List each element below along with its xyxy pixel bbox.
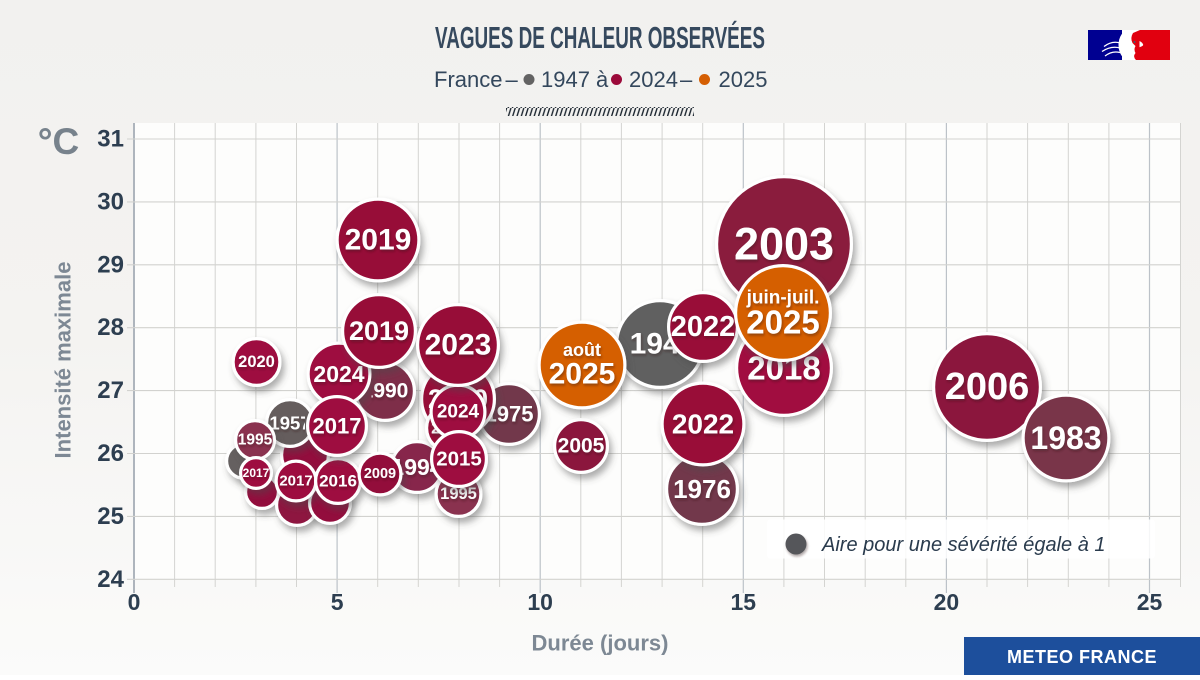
svg-text:1976: 1976 — [673, 474, 731, 504]
svg-text:2009: 2009 — [364, 466, 396, 482]
svg-text:29: 29 — [97, 251, 124, 278]
svg-text:2003: 2003 — [734, 219, 834, 270]
svg-text:2016: 2016 — [319, 472, 357, 491]
svg-text:2025: 2025 — [549, 358, 616, 391]
svg-text:2019: 2019 — [349, 316, 409, 346]
svg-text:2023: 2023 — [425, 329, 492, 362]
svg-text:2017: 2017 — [279, 473, 312, 490]
svg-text:25: 25 — [1137, 589, 1163, 615]
svg-text:2015: 2015 — [436, 448, 482, 471]
svg-text:28: 28 — [97, 314, 124, 341]
svg-text:août: août — [563, 340, 601, 360]
svg-text:VAGUES DE CHALEUR OBSERVÉES: VAGUES DE CHALEUR OBSERVÉES — [435, 20, 765, 55]
svg-text:1990: 1990 — [362, 380, 409, 403]
svg-text:2025: 2025 — [746, 304, 819, 341]
svg-text:25: 25 — [97, 503, 124, 530]
svg-text:2017: 2017 — [243, 466, 270, 480]
svg-text:2017: 2017 — [313, 414, 362, 439]
svg-text:Aire pour une sévérité égale à: Aire pour une sévérité égale à 1 — [821, 534, 1106, 556]
svg-text:2025: 2025 — [719, 67, 768, 92]
svg-text:31: 31 — [97, 126, 124, 153]
svg-text:2006: 2006 — [945, 366, 1030, 408]
svg-text:1995: 1995 — [238, 432, 273, 449]
svg-text:2024: 2024 — [437, 402, 480, 423]
svg-text:2022: 2022 — [671, 311, 736, 343]
svg-text:24: 24 — [97, 566, 124, 593]
svg-text:2019: 2019 — [345, 224, 412, 257]
svg-text:METEO FRANCE: METEO FRANCE — [1007, 647, 1157, 667]
svg-text:1995: 1995 — [440, 485, 477, 503]
svg-text:France: France — [434, 67, 502, 92]
svg-text:Durée (jours): Durée (jours) — [532, 631, 669, 656]
svg-text:1983: 1983 — [1030, 420, 1101, 456]
svg-text:5: 5 — [331, 589, 344, 615]
svg-text:15: 15 — [731, 589, 757, 615]
svg-text:10: 10 — [527, 589, 553, 615]
svg-text:30: 30 — [97, 188, 124, 215]
svg-text:–: – — [680, 67, 693, 92]
svg-text:2005: 2005 — [558, 435, 605, 458]
svg-text:2024: 2024 — [629, 67, 678, 92]
svg-text:1947 à: 1947 à — [541, 67, 609, 92]
svg-text:juin-juil.: juin-juil. — [746, 288, 820, 309]
svg-text:20: 20 — [934, 589, 960, 615]
svg-text:Intensité maximale: Intensité maximale — [51, 262, 76, 459]
svg-text:°C: °C — [38, 121, 80, 162]
svg-text:2022: 2022 — [672, 409, 734, 440]
svg-text:0: 0 — [128, 589, 141, 615]
svg-text:27: 27 — [97, 377, 124, 404]
svg-text:1957: 1957 — [269, 413, 310, 434]
svg-text:2024: 2024 — [313, 361, 364, 387]
svg-text:2020: 2020 — [238, 353, 275, 371]
svg-text:26: 26 — [97, 440, 124, 467]
svg-text:–: – — [506, 67, 519, 92]
